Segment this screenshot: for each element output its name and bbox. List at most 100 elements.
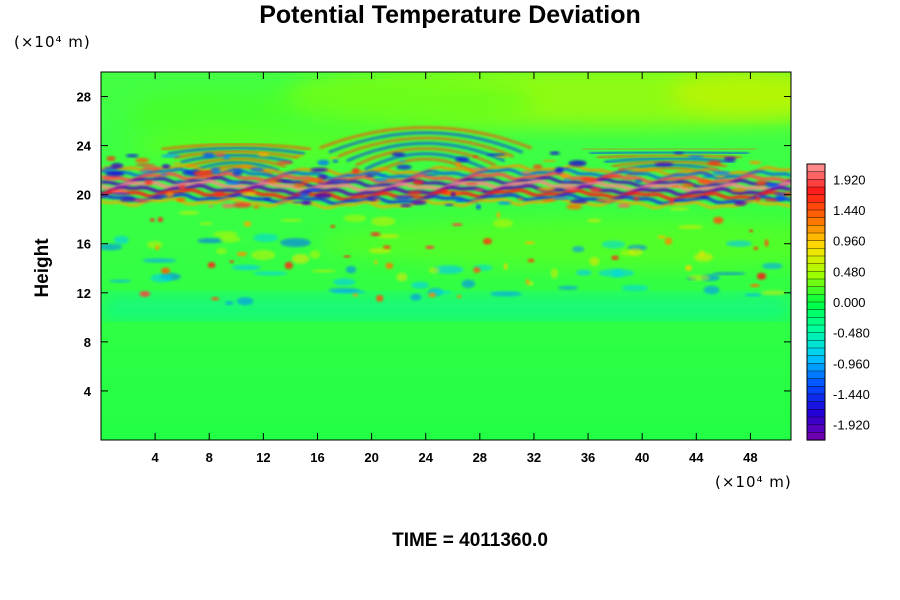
field-cell bbox=[601, 240, 626, 249]
field-cell bbox=[105, 171, 125, 177]
field-cell bbox=[486, 153, 506, 156]
colorbar-swatch bbox=[806, 432, 826, 441]
field-speck bbox=[664, 237, 673, 245]
field-cell bbox=[333, 278, 356, 286]
field-cell bbox=[423, 173, 439, 176]
field-cell bbox=[301, 190, 312, 194]
field-cell bbox=[450, 191, 456, 197]
x-tick-label: 32 bbox=[527, 450, 541, 465]
colorbar-swatch bbox=[806, 278, 826, 288]
chart-title: Potential Temperature Deviation bbox=[259, 1, 641, 29]
field-cell bbox=[307, 177, 324, 183]
x-tick-label: 24 bbox=[418, 450, 433, 465]
field-cell bbox=[723, 156, 737, 162]
field-cell bbox=[172, 162, 184, 165]
field-speck bbox=[243, 221, 252, 227]
plot-frame bbox=[100, 71, 792, 441]
field-cell bbox=[267, 178, 283, 184]
field-speck bbox=[657, 235, 666, 239]
field-cell bbox=[142, 258, 177, 263]
colorbar-swatch bbox=[806, 194, 826, 203]
field-cell bbox=[280, 218, 303, 222]
field-cell bbox=[711, 272, 746, 276]
field-cell bbox=[618, 167, 625, 171]
field-cell bbox=[309, 250, 321, 259]
colorbar-label: 0.960 bbox=[833, 234, 866, 249]
y-tick-label: 28 bbox=[77, 90, 91, 105]
field-cell bbox=[492, 218, 513, 228]
field-cell bbox=[589, 256, 600, 266]
wave-arc bbox=[364, 152, 487, 171]
field-cell bbox=[730, 188, 746, 192]
field-cell bbox=[714, 174, 726, 178]
x-tick-label: 36 bbox=[581, 450, 595, 465]
field-speck bbox=[352, 293, 359, 297]
field-cell bbox=[135, 157, 150, 164]
field-cell bbox=[327, 179, 348, 183]
field-cell bbox=[703, 285, 720, 295]
field-cell bbox=[178, 184, 186, 191]
field-cell bbox=[294, 154, 305, 157]
field-cell bbox=[193, 171, 214, 177]
colorbar-label: -0.960 bbox=[833, 356, 870, 371]
colorbar-swatch bbox=[806, 263, 826, 272]
y-tick-label: 12 bbox=[77, 286, 91, 301]
field-cell bbox=[677, 225, 704, 230]
field-cell bbox=[734, 200, 747, 206]
y-tick-label: 24 bbox=[77, 139, 92, 154]
field-cell bbox=[580, 177, 598, 183]
field-cell bbox=[146, 240, 163, 249]
field-cell bbox=[280, 238, 311, 248]
wave-arc bbox=[355, 147, 497, 167]
field-cell bbox=[213, 192, 224, 198]
field-cell bbox=[332, 159, 339, 163]
field-speck bbox=[330, 225, 336, 229]
wave-arc bbox=[328, 131, 524, 154]
field-speck bbox=[524, 241, 535, 245]
field-cell bbox=[474, 188, 484, 192]
jet-layer bbox=[101, 167, 791, 180]
field-cell bbox=[264, 197, 271, 201]
field-cell bbox=[343, 214, 367, 223]
field-cell bbox=[103, 176, 121, 181]
time-footer: TIME = 4011360.0 bbox=[392, 530, 548, 551]
field-cell bbox=[469, 167, 488, 171]
field-cell bbox=[763, 198, 780, 202]
y-tick-label: 16 bbox=[77, 237, 91, 252]
field-speck bbox=[748, 229, 754, 233]
field-cell bbox=[219, 235, 241, 243]
field-cell bbox=[725, 240, 752, 247]
field-cell bbox=[101, 243, 123, 251]
x-tick-label: 16 bbox=[310, 450, 324, 465]
colorbar-label: 0.000 bbox=[833, 295, 866, 310]
field-speck bbox=[428, 292, 437, 298]
field-cell bbox=[673, 151, 684, 155]
field-cell bbox=[520, 171, 532, 174]
colorbar-swatch bbox=[806, 332, 826, 341]
y-tick-label: 8 bbox=[84, 335, 91, 350]
field-cell bbox=[589, 187, 602, 194]
field-cell bbox=[210, 167, 221, 173]
field-cell bbox=[617, 203, 631, 208]
field-cell bbox=[712, 171, 731, 176]
field-cell bbox=[398, 159, 407, 163]
colorbar-swatch bbox=[806, 171, 826, 180]
field-cell bbox=[109, 279, 132, 283]
field-cell bbox=[299, 192, 310, 197]
field-cell bbox=[113, 235, 129, 245]
colorbar-swatch bbox=[806, 209, 826, 219]
field-layer bbox=[101, 72, 791, 320]
field-cell bbox=[329, 156, 339, 159]
field-cell bbox=[165, 191, 174, 198]
field-cell bbox=[654, 162, 674, 167]
colorbar-label: -1.440 bbox=[833, 387, 870, 402]
colorbar-label: -0.480 bbox=[833, 326, 870, 341]
field-cell bbox=[253, 271, 288, 276]
field-cell bbox=[377, 233, 400, 239]
field-speck bbox=[750, 283, 760, 288]
field-speck bbox=[157, 217, 164, 223]
field-cell bbox=[549, 151, 560, 156]
field-speck bbox=[756, 272, 767, 280]
field-cell bbox=[536, 187, 556, 192]
field-cell bbox=[199, 222, 213, 226]
